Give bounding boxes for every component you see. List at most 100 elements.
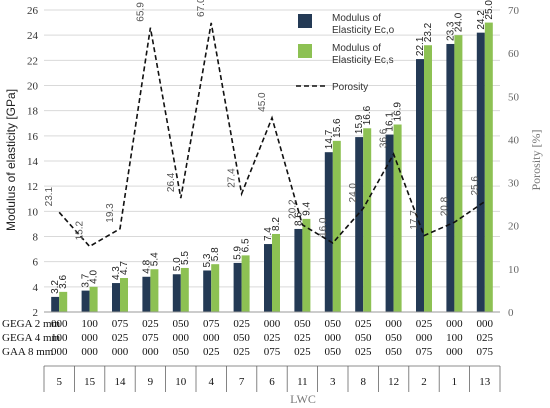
bar-label-ec-s: 23.2: [423, 22, 434, 42]
y-tick-label: 16: [27, 131, 39, 143]
bar-label-ec-s: 4.0: [89, 269, 100, 283]
table-cell: 050: [294, 318, 311, 330]
table-cell: 000: [112, 346, 129, 358]
bar-label-ec-s: 8.2: [271, 217, 282, 231]
table-cell: 000: [385, 318, 402, 330]
porosity-label: 25.6: [470, 176, 481, 196]
table-cell: 000: [51, 346, 68, 358]
y-tick-label: 4: [33, 282, 39, 294]
table-cell: 100: [51, 332, 68, 344]
bar-label-ec-o: 22.1: [415, 36, 426, 56]
category-label: 15: [84, 376, 96, 388]
bar-label-ec-o: 4.8: [141, 259, 152, 273]
bar-ec-o: [446, 43, 455, 312]
porosity-label: 23.1: [44, 186, 55, 206]
category-label: 14: [115, 376, 127, 388]
bar-ec-s: [302, 218, 311, 312]
bar-ec-o: [172, 274, 181, 312]
porosity-label: 45.0: [257, 92, 268, 112]
bar-ec-s: [150, 269, 159, 312]
bar-label-ec-s: 24.0: [453, 12, 464, 32]
y-tick-label: 26: [27, 5, 39, 17]
bar-ec-o: [142, 276, 151, 312]
bar-ec-s: [363, 128, 372, 312]
bar-label-ec-s: 16.6: [362, 105, 373, 125]
y-tick-label: 18: [27, 106, 39, 118]
table-cell: 025: [355, 318, 372, 330]
bar-ec-o: [355, 137, 364, 312]
table-cell: 000: [446, 346, 463, 358]
table-cell: 050: [385, 332, 402, 344]
bar-ec-s: [89, 286, 98, 312]
porosity-label: 26.4: [166, 172, 177, 192]
legend-swatch-ec-s: [298, 44, 312, 58]
table-cell: 000: [173, 332, 190, 344]
table-cell: 000: [416, 332, 433, 344]
bar-ec-o: [294, 228, 303, 312]
porosity-label: 20.8: [439, 196, 450, 216]
table-row-label: GEGA 4 mm: [2, 332, 61, 344]
table-cell: 075: [142, 332, 159, 344]
y-tick-label: 22: [27, 55, 38, 67]
bar-ec-o: [385, 134, 394, 312]
table-cell: 000: [203, 332, 220, 344]
table-cell: 050: [173, 318, 190, 330]
table-cell: 100: [446, 332, 463, 344]
table-cell: 075: [416, 346, 433, 358]
table-cell: 025: [355, 346, 372, 358]
bar-ec-s: [332, 140, 341, 312]
bar-ec-o: [416, 59, 424, 313]
bar-label-ec-s: 9.4: [301, 202, 312, 216]
category-label: 8: [360, 376, 366, 388]
porosity-line: [58, 22, 486, 248]
porosity-label: 36.6: [379, 128, 390, 148]
category-label: 7: [239, 376, 245, 388]
table-row-label: GAA 8 mm: [2, 346, 54, 358]
y-axis-title: Modulus of elasticity [GPa]: [4, 89, 18, 231]
bar-label-ec-s: 5.5: [180, 251, 191, 265]
y-tick-label: 8: [33, 232, 39, 244]
legend-label-ec-s-line1: Modulus of: [332, 43, 381, 54]
table-cell: 000: [51, 318, 68, 330]
category-label: 11: [297, 376, 308, 388]
table-cell: 000: [446, 318, 463, 330]
y2-tick-label: 10: [508, 264, 520, 276]
bar-ec-o: [112, 283, 120, 312]
table-cell: 025: [416, 318, 433, 330]
legend-swatch-ec-o: [298, 14, 312, 28]
porosity-label: 65.9: [135, 2, 146, 22]
y-tick-label: 10: [27, 206, 39, 218]
bar-label-ec-s: 3.6: [58, 275, 69, 289]
table-cell: 000: [477, 318, 494, 330]
bar-label-ec-o: 5.0: [172, 257, 183, 271]
legend-label-ec-s-line2: Elasticity Ec,s: [332, 55, 394, 66]
table-cell: 025: [233, 318, 250, 330]
bar-label-ec-s: 5.4: [149, 252, 160, 266]
table-cell: 025: [294, 346, 311, 358]
table-cell: 025: [294, 332, 311, 344]
porosity-line-group: [58, 22, 486, 248]
legend-label-ec-o-line2: Elasticity Ec,o: [332, 25, 395, 36]
table-cell: 075: [264, 346, 281, 358]
bar-ec-s: [454, 35, 463, 313]
table-cell: 050: [173, 346, 190, 358]
category-label: 9: [148, 376, 154, 388]
category-label: 13: [479, 376, 491, 388]
bar-ec-s: [180, 267, 189, 312]
porosity-label: 17.7: [409, 210, 420, 230]
bar-ec-o: [324, 152, 333, 312]
y2-tick-label: 30: [508, 178, 520, 190]
bar-ec-o: [51, 296, 60, 312]
legend-label-ec-o-line1: Modulus of: [332, 13, 381, 24]
y2-tick-label: 40: [508, 134, 520, 146]
category-label: 12: [388, 376, 399, 388]
x-axis-title: LWC: [290, 392, 316, 406]
bar-ec-o: [476, 32, 485, 313]
table-cell: 000: [142, 346, 159, 358]
bar-label-ec-o: 4.3: [111, 266, 122, 280]
bar-label-ec-o: 3.2: [50, 280, 61, 294]
bar-label-ec-o: 15.9: [354, 114, 365, 134]
bar-label-ec-o: 24.2: [476, 10, 487, 30]
porosity-label: 67.0: [196, 0, 207, 17]
table-cell: 075: [203, 318, 220, 330]
